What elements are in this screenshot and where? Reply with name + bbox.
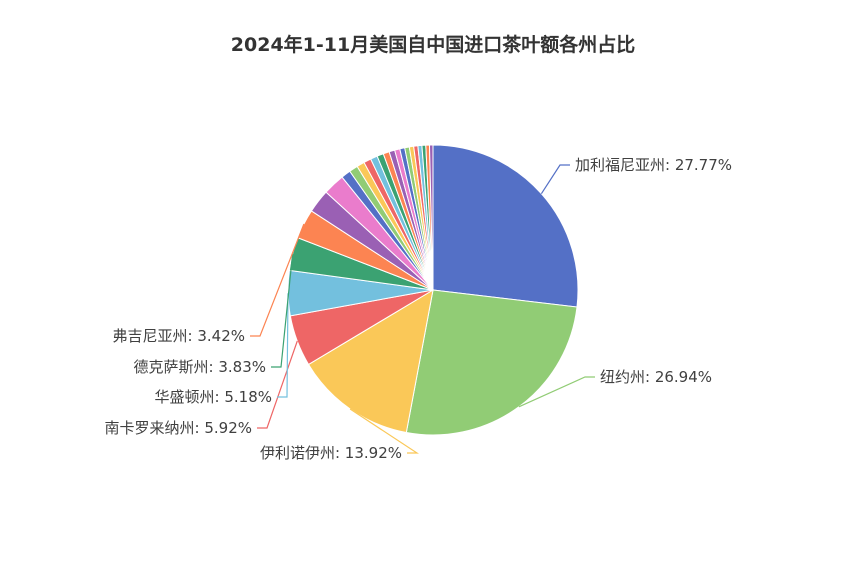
label-leader-line [250, 223, 305, 337]
slice-label: 华盛顿州: 5.18% [155, 388, 272, 406]
label-leader-line [271, 253, 294, 368]
label-leader-line [257, 340, 298, 429]
pie-slice [428, 144, 434, 291]
label-leader-line [540, 164, 570, 195]
label-leader-line [518, 376, 595, 408]
slice-label: 伊利诺伊州: 13.92% [260, 444, 402, 462]
slice-label: 德克萨斯州: 3.83% [134, 358, 266, 376]
slice-label: 加利福尼亚州: 27.77% [575, 156, 732, 174]
pie-slice [432, 144, 579, 308]
slice-label: 南卡罗来纳州: 5.92% [105, 419, 252, 437]
pie-slices [287, 144, 579, 436]
chart-title: 2024年1-11月美国自中国进口茶叶额各州占比 [230, 34, 636, 56]
slice-label: 弗吉尼亚州: 3.42% [113, 327, 245, 345]
slice-label: 纽约州: 26.94% [600, 368, 712, 386]
pie-slice [405, 289, 578, 436]
label-leader-line [349, 408, 420, 454]
label-leader-line [277, 293, 289, 398]
pie-labels: 加利福尼亚州: 27.77% 纽约州: 26.94% 伊利诺伊州: 13.92% 南卡… [105, 156, 733, 462]
